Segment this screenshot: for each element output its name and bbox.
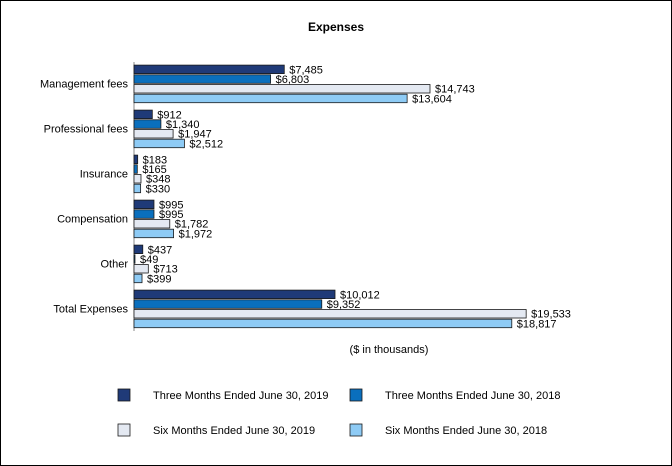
bar	[133, 199, 155, 210]
y-tick-label: Total Expenses	[53, 303, 128, 315]
legend-marker	[349, 388, 363, 402]
data-label: $1,340	[166, 119, 200, 131]
data-label: $713	[153, 264, 177, 276]
bar	[133, 299, 323, 309]
bar	[133, 84, 431, 94]
data-label: $2,512	[189, 138, 223, 150]
y-tick-label: Insurance	[80, 168, 128, 180]
data-label: $49	[140, 254, 158, 266]
bar	[133, 138, 185, 149]
legend-marker	[349, 423, 363, 437]
bar	[133, 273, 143, 284]
bar	[133, 318, 513, 329]
y-tick-label: Professional fees	[44, 123, 129, 135]
data-label: $1,947	[178, 129, 212, 141]
data-label: $348	[146, 174, 170, 186]
data-label: $995	[159, 199, 183, 211]
bar	[133, 244, 144, 255]
bar	[133, 109, 153, 119]
data-label: $18,817	[517, 318, 557, 330]
y-tick-label: Other	[100, 258, 128, 270]
chart-title: Expenses	[308, 20, 364, 34]
data-label: $912	[157, 109, 181, 121]
bar	[133, 264, 149, 274]
data-label: $14,743	[435, 84, 475, 96]
data-label: $183	[143, 154, 167, 166]
bar	[133, 154, 139, 165]
legend-label: Six Months Ended June 30, 2018	[385, 425, 547, 437]
legend-label: Three Months Ended June 30, 2019	[153, 390, 329, 402]
data-label: $6,803	[276, 74, 310, 86]
bar	[133, 174, 142, 184]
bar	[133, 183, 142, 194]
data-label: $1,972	[179, 228, 213, 240]
bar	[133, 289, 336, 300]
data-label: $330	[146, 183, 170, 195]
data-label: $165	[142, 164, 166, 176]
data-label: $7,485	[289, 64, 323, 76]
bar	[133, 93, 408, 104]
bar	[133, 164, 138, 174]
bar	[133, 119, 162, 129]
x-axis-label: ($ in thousands)	[350, 344, 429, 356]
legend-marker	[117, 423, 131, 437]
data-label: $437	[148, 244, 172, 256]
bar	[133, 219, 171, 229]
legend-marker	[117, 388, 131, 402]
bar	[133, 254, 136, 264]
bar	[133, 74, 271, 84]
bar	[133, 309, 527, 319]
bar	[133, 209, 155, 219]
legend-label: Three Months Ended June 30, 2018	[385, 390, 561, 402]
data-label: $13,604	[412, 93, 452, 105]
data-label: $399	[147, 273, 171, 285]
data-label: $10,012	[340, 289, 380, 301]
data-label: $19,533	[531, 309, 571, 321]
y-tick-label: Compensation	[57, 213, 128, 225]
bar	[133, 64, 285, 74]
data-label: $995	[159, 209, 183, 221]
data-label: $1,782	[175, 219, 209, 231]
y-tick-label: Management fees	[40, 78, 129, 90]
bar	[133, 228, 174, 239]
bar	[133, 129, 174, 139]
data-label: $9,352	[327, 299, 361, 311]
legend-label: Six Months Ended June 30, 2019	[153, 425, 315, 437]
